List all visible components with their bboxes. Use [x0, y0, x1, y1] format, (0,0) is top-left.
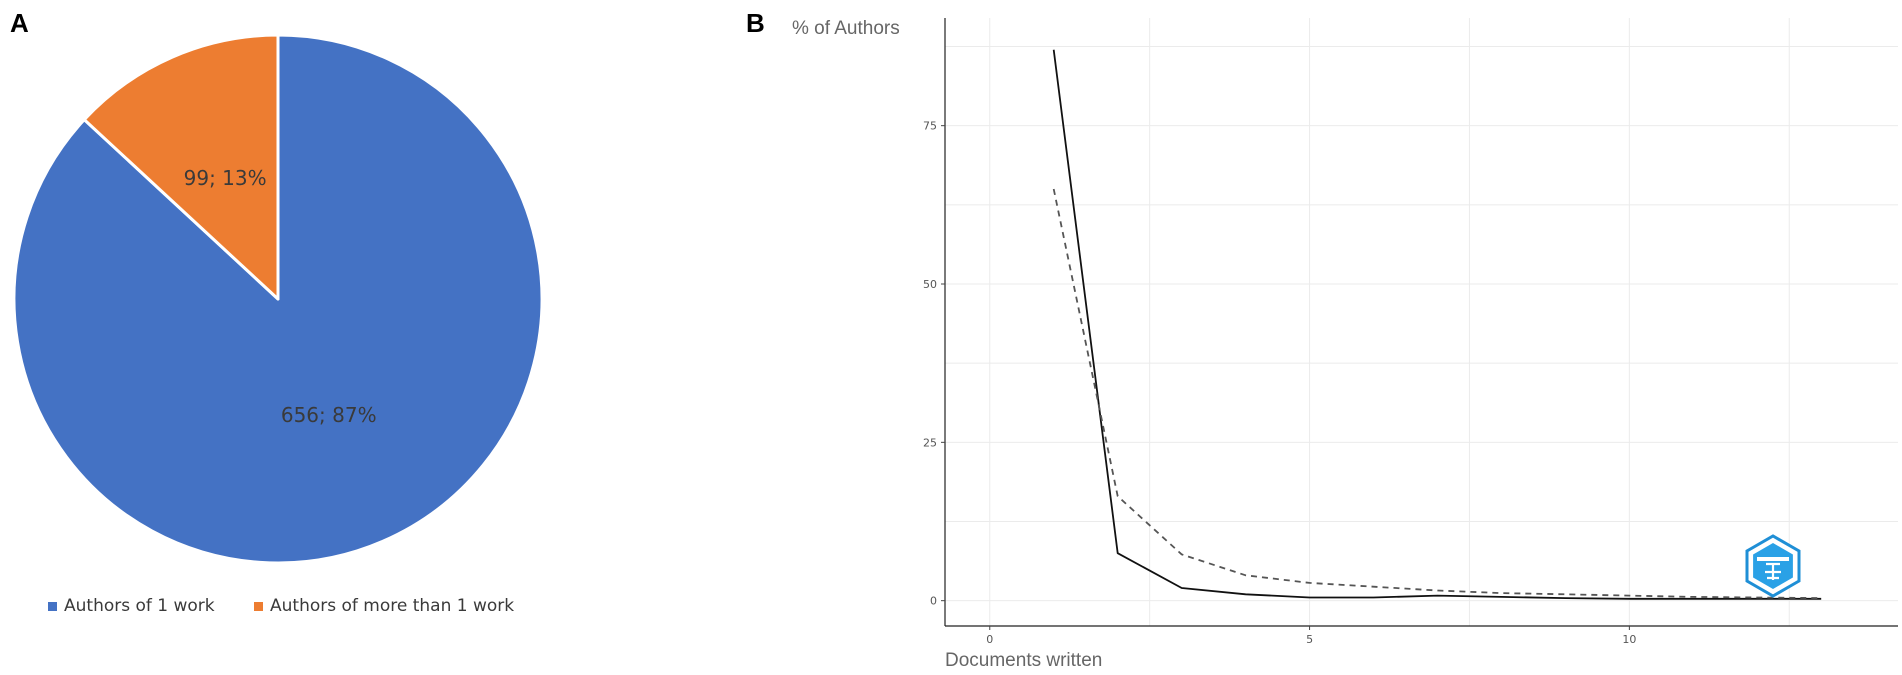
legend-label-1: Authors of 1 work — [64, 596, 215, 616]
x-tick-label: 0 — [986, 633, 993, 646]
pie-data-label-1: 656; 87% — [281, 403, 377, 427]
y-tick-label: 0 — [930, 595, 937, 608]
pie-slice-2 — [82, 33, 280, 301]
watermark-logo-icon — [1745, 534, 1801, 598]
series-line-1 — [1052, 49, 1822, 600]
series-line-2 — [1052, 188, 1822, 599]
x-axis-title: Documents written — [945, 650, 1102, 671]
panel-label-a: A — [10, 8, 29, 38]
logo-band — [1757, 557, 1789, 561]
pie-data-label-2: 99; 13% — [184, 166, 267, 190]
x-tick-label: 10 — [1622, 633, 1636, 646]
pie-chart: 656; 87% 99; 13% Authors of 1 work Authors … — [12, 33, 544, 616]
x-tick-label: 5 — [1306, 633, 1313, 646]
legend-swatch-1 — [48, 602, 57, 611]
logo-glyph — [1765, 562, 1781, 580]
legend-swatch-2 — [254, 602, 263, 611]
y-axis-title: % of Authors — [792, 18, 900, 39]
y-tick-label: 50 — [923, 278, 937, 291]
panel-label-b: B — [746, 8, 765, 38]
y-tick-label: 75 — [923, 120, 937, 133]
legend-label-2: Authors of more than 1 work — [270, 596, 514, 616]
y-tick-label: 25 — [923, 436, 937, 449]
